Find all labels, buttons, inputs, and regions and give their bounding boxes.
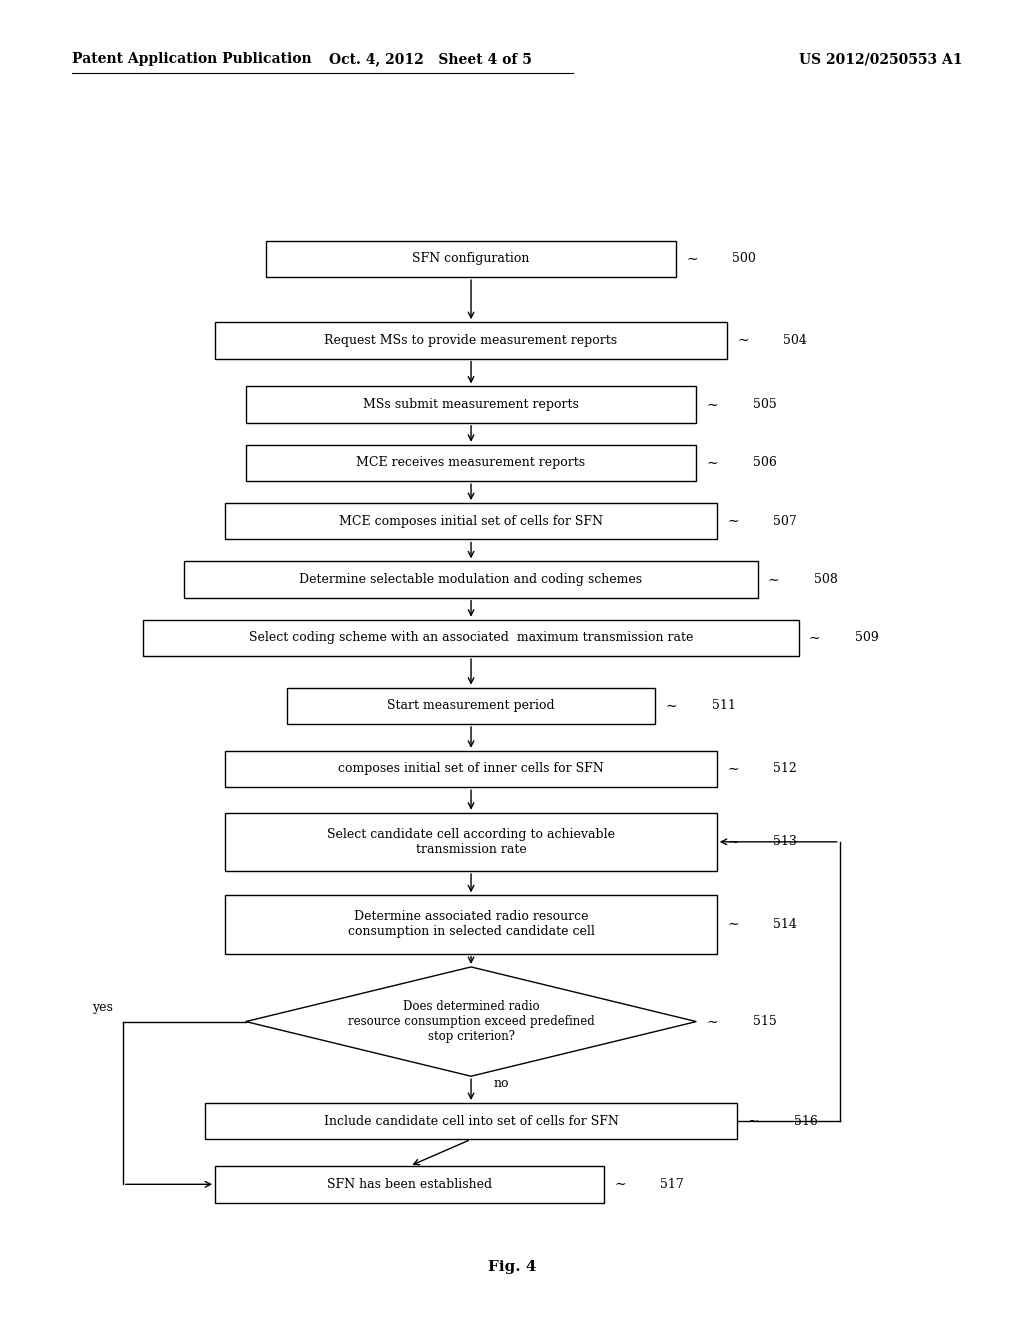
Text: ∼: ∼ — [727, 762, 738, 776]
FancyBboxPatch shape — [287, 688, 655, 725]
Text: Patent Application Publication: Patent Application Publication — [72, 53, 311, 66]
Text: 508: 508 — [814, 573, 838, 586]
Text: 506: 506 — [753, 457, 776, 470]
Text: ∼: ∼ — [666, 698, 677, 713]
Text: ∼: ∼ — [686, 252, 697, 265]
Text: 514: 514 — [773, 917, 797, 931]
Text: Fig. 4: Fig. 4 — [487, 1261, 537, 1274]
Polygon shape — [246, 968, 696, 1076]
Text: Request MSs to provide measurement reports: Request MSs to provide measurement repor… — [325, 334, 617, 347]
Text: MCE receives measurement reports: MCE receives measurement reports — [356, 457, 586, 470]
Text: Include candidate cell into set of cells for SFN: Include candidate cell into set of cells… — [324, 1114, 618, 1127]
FancyBboxPatch shape — [225, 751, 717, 787]
Text: ∼: ∼ — [737, 333, 749, 347]
Text: 512: 512 — [773, 763, 797, 775]
Text: Select candidate cell according to achievable
transmission rate: Select candidate cell according to achie… — [327, 828, 615, 855]
FancyBboxPatch shape — [215, 1166, 604, 1203]
Text: 511: 511 — [712, 700, 735, 713]
Text: MCE composes initial set of cells for SFN: MCE composes initial set of cells for SF… — [339, 515, 603, 528]
Text: 507: 507 — [773, 515, 797, 528]
Text: Does determined radio
resource consumption exceed predefined
stop criterion?: Does determined radio resource consumpti… — [348, 1001, 594, 1043]
Text: SFN has been established: SFN has been established — [327, 1177, 493, 1191]
FancyBboxPatch shape — [266, 240, 676, 277]
Text: no: no — [494, 1077, 509, 1090]
Text: ∼: ∼ — [768, 573, 779, 586]
Text: MSs submit measurement reports: MSs submit measurement reports — [364, 399, 579, 411]
FancyBboxPatch shape — [225, 813, 717, 871]
Text: ∼: ∼ — [707, 1015, 718, 1028]
FancyBboxPatch shape — [225, 503, 717, 540]
Text: ∼: ∼ — [727, 515, 738, 528]
Text: Determine associated radio resource
consumption in selected candidate cell: Determine associated radio resource cons… — [347, 911, 595, 939]
FancyBboxPatch shape — [184, 561, 758, 598]
Text: ∼: ∼ — [707, 397, 718, 412]
Text: ∼: ∼ — [727, 917, 738, 932]
Text: SFN configuration: SFN configuration — [413, 252, 529, 265]
Text: Determine selectable modulation and coding schemes: Determine selectable modulation and codi… — [299, 573, 643, 586]
Text: 509: 509 — [855, 631, 879, 644]
Text: composes initial set of inner cells for SFN: composes initial set of inner cells for … — [338, 763, 604, 775]
FancyBboxPatch shape — [246, 445, 696, 482]
Text: ∼: ∼ — [748, 1114, 759, 1129]
Text: 513: 513 — [773, 836, 797, 849]
Text: ∼: ∼ — [727, 834, 738, 849]
Text: Start measurement period: Start measurement period — [387, 700, 555, 713]
FancyBboxPatch shape — [205, 1104, 737, 1139]
Text: Oct. 4, 2012   Sheet 4 of 5: Oct. 4, 2012 Sheet 4 of 5 — [329, 53, 531, 66]
Text: 517: 517 — [660, 1177, 684, 1191]
FancyBboxPatch shape — [225, 895, 717, 953]
Text: 516: 516 — [794, 1114, 817, 1127]
Text: 504: 504 — [783, 334, 807, 347]
FancyBboxPatch shape — [143, 619, 799, 656]
Text: yes: yes — [92, 1001, 113, 1014]
Text: ∼: ∼ — [707, 455, 718, 470]
Text: US 2012/0250553 A1: US 2012/0250553 A1 — [799, 53, 963, 66]
Text: Select coding scheme with an associated  maximum transmission rate: Select coding scheme with an associated … — [249, 631, 693, 644]
Text: ∼: ∼ — [809, 631, 820, 645]
Text: 505: 505 — [753, 399, 776, 411]
Text: ∼: ∼ — [614, 1177, 626, 1192]
FancyBboxPatch shape — [215, 322, 727, 359]
Text: 515: 515 — [753, 1015, 776, 1028]
FancyBboxPatch shape — [246, 387, 696, 422]
Text: 500: 500 — [732, 252, 756, 265]
